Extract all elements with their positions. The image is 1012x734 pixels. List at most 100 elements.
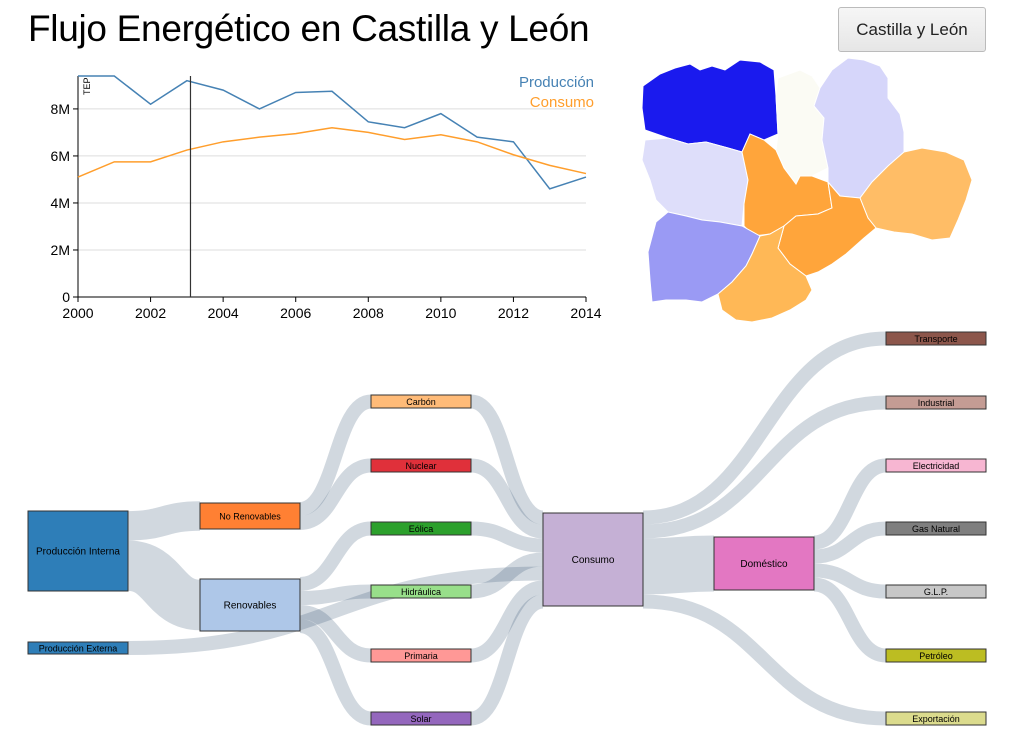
sankey-link[interactable] bbox=[298, 619, 373, 726]
y-gridlines bbox=[78, 108, 586, 298]
sankey-node-box bbox=[370, 584, 472, 599]
region-selector-button[interactable]: Castilla y León bbox=[838, 7, 986, 52]
sankey-node-gas-natural[interactable]: Gas Natural bbox=[885, 521, 987, 536]
sankey-link[interactable] bbox=[127, 501, 201, 541]
sankey-node-label: Nuclear bbox=[405, 461, 436, 471]
sankey-link[interactable] bbox=[125, 540, 203, 631]
sankey-node-box bbox=[370, 711, 472, 726]
sankey-link[interactable] bbox=[299, 521, 372, 591]
sankey-node-box bbox=[885, 331, 987, 346]
sankey-node-label: G.L.P. bbox=[924, 587, 948, 597]
sankey-node-prod-int[interactable]: Producción Interna bbox=[27, 510, 129, 592]
region-map[interactable]: León Palencia Burgos Zamora Valladolid S… bbox=[636, 50, 976, 330]
sankey-link[interactable] bbox=[299, 605, 372, 663]
sankey-link[interactable] bbox=[642, 331, 887, 525]
sankey-node-label: Renovables bbox=[224, 601, 277, 612]
sankey-node-box bbox=[885, 521, 987, 536]
sankey-node-nuclear[interactable]: Nuclear bbox=[370, 458, 472, 473]
sankey-node-label: Consumo bbox=[572, 555, 615, 566]
sankey-node-label: Gas Natural bbox=[912, 524, 960, 534]
sankey-node-label: No Renovables bbox=[219, 512, 281, 522]
sankey-node-label: Carbón bbox=[406, 397, 436, 407]
sankey-node-label: Solar bbox=[410, 714, 431, 724]
x-tick-label: 2006 bbox=[280, 305, 311, 320]
sankey-node-box bbox=[885, 584, 987, 599]
sankey-node-box bbox=[885, 395, 987, 410]
sankey-node-renov[interactable]: Renovables bbox=[199, 578, 301, 632]
sankey-node-petroleo[interactable]: Petróleo bbox=[885, 648, 987, 663]
sankey-node-label: Producción Interna bbox=[36, 547, 120, 558]
map-region-zamora[interactable]: Zamora bbox=[641, 137, 749, 227]
sankey-link[interactable] bbox=[469, 580, 545, 663]
x-tick-label: 2014 bbox=[570, 305, 601, 320]
sankey-node-prod-ext[interactable]: Producción Externa bbox=[27, 641, 129, 655]
sankey-node-box bbox=[885, 711, 987, 726]
x-tick-label: 2008 bbox=[353, 305, 384, 320]
x-tick-label: 2012 bbox=[498, 305, 529, 320]
sankey-link[interactable] bbox=[299, 458, 372, 530]
chart-series bbox=[77, 75, 587, 190]
sankey-node-box bbox=[370, 648, 472, 663]
sankey-link[interactable] bbox=[642, 594, 887, 726]
sankey-node-eolica[interactable]: Eólica bbox=[370, 521, 472, 536]
sankey-link[interactable] bbox=[470, 521, 544, 553]
y-tick-label: 8M bbox=[51, 101, 70, 117]
sankey-link[interactable] bbox=[642, 395, 887, 539]
x-tick-label: 2010 bbox=[425, 305, 456, 320]
sankey-link[interactable] bbox=[642, 535, 715, 595]
sankey-node-electricidad[interactable]: Electricidad bbox=[885, 458, 987, 473]
line-chart[interactable]: 0 2M 4M 6M 8M 2000 2002 2004 2006 2008 2010 2012 201… bbox=[40, 62, 610, 320]
sankey-node-label: Hidráulica bbox=[401, 587, 441, 597]
legend-item: Consumo bbox=[530, 94, 594, 111]
legend-item: Producción bbox=[519, 74, 594, 91]
chart-axes: 0 2M 4M 6M 8M 2000 2002 2004 2006 2008 2010 2012 201… bbox=[51, 76, 602, 320]
sankey-link[interactable] bbox=[813, 521, 887, 564]
sankey-node-primaria[interactable]: Primaria bbox=[370, 648, 472, 663]
sankey-node-no-renov[interactable]: No Renovables bbox=[199, 502, 301, 530]
sankey-node-label: Industrial bbox=[918, 398, 955, 408]
map-region-palencia[interactable]: Palencia bbox=[775, 69, 829, 185]
map-region-avila[interactable]: Ávila bbox=[717, 224, 813, 323]
sankey-node-hidraulica[interactable]: Hidráulica bbox=[370, 584, 472, 599]
sankey-node-glp[interactable]: G.L.P. bbox=[885, 584, 987, 599]
x-tick-label: 2002 bbox=[135, 305, 166, 320]
series-line[interactable] bbox=[78, 75, 587, 190]
sankey-link[interactable] bbox=[812, 458, 888, 550]
sankey-node-box bbox=[885, 648, 987, 663]
sankey-link[interactable] bbox=[813, 563, 887, 599]
sankey-node-carbon[interactable]: Carbón bbox=[370, 394, 472, 409]
sankey-link[interactable] bbox=[470, 458, 544, 539]
sankey-diagram[interactable]: Producción Interna Producción Externa No R… bbox=[0, 320, 1012, 734]
chart-legend: Producción Consumo bbox=[519, 74, 594, 111]
sankey-nodes: Producción Interna Producción Externa No R… bbox=[27, 331, 987, 726]
sankey-node-exportacion[interactable]: Exportación bbox=[885, 711, 987, 726]
sankey-link[interactable] bbox=[299, 584, 372, 605]
sankey-node-label: Producción Externa bbox=[39, 644, 118, 654]
sankey-node-domestico[interactable]: Doméstico bbox=[713, 536, 815, 591]
sankey-node-label: Petróleo bbox=[919, 651, 953, 661]
sankey-link[interactable] bbox=[469, 594, 545, 726]
sankey-node-consumo[interactable]: Consumo bbox=[542, 512, 644, 607]
sankey-node-solar[interactable]: Solar bbox=[370, 711, 472, 726]
y-tick-label: 2M bbox=[51, 242, 70, 258]
sankey-node-box bbox=[542, 512, 644, 607]
series-line[interactable] bbox=[77, 126, 587, 178]
sankey-link[interactable] bbox=[469, 394, 545, 525]
sankey-node-industrial[interactable]: Industrial bbox=[885, 395, 987, 410]
sankey-node-label: Exportación bbox=[912, 714, 960, 724]
sankey-node-label: Eólica bbox=[409, 524, 434, 534]
sankey-node-transporte[interactable]: Transporte bbox=[885, 331, 987, 346]
sankey-node-box bbox=[27, 510, 129, 592]
map-region-soria[interactable]: Soria bbox=[859, 147, 973, 241]
y-axis-label: TEP bbox=[82, 77, 92, 95]
x-tick-label: 2000 bbox=[62, 305, 93, 320]
sankey-node-label: Primaria bbox=[404, 651, 438, 661]
y-tick-label: 0 bbox=[62, 289, 70, 305]
sankey-node-box bbox=[885, 458, 987, 473]
sankey-link[interactable] bbox=[812, 577, 888, 663]
sankey-link[interactable] bbox=[470, 552, 544, 599]
sankey-links bbox=[125, 331, 888, 726]
sankey-link[interactable] bbox=[298, 394, 373, 516]
sankey-link[interactable] bbox=[127, 566, 544, 655]
sankey-node-box bbox=[199, 502, 301, 530]
